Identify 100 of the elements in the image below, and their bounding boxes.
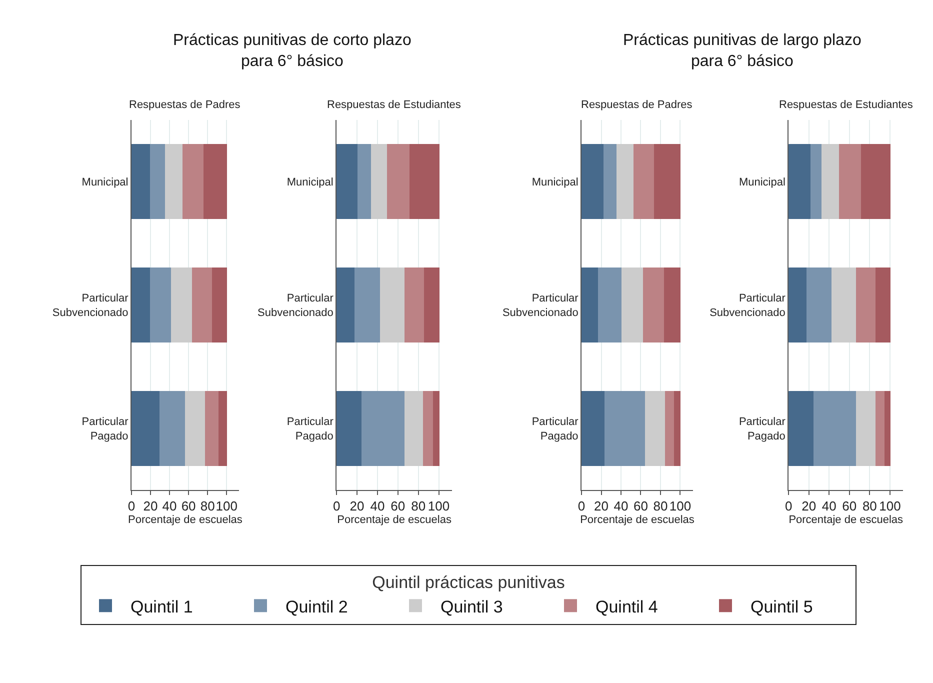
x-tick-label: 100: [669, 498, 692, 514]
y-tick-label: Particular Subvencionado: [258, 292, 334, 319]
bar: [806, 268, 833, 342]
bar: [131, 268, 151, 342]
bar: [150, 144, 166, 220]
bar: [822, 144, 840, 220]
bar: [645, 390, 666, 466]
bar: [185, 390, 206, 466]
bar: [633, 144, 656, 220]
bar: [354, 268, 382, 342]
bar: [192, 268, 213, 342]
x-tick-label: 0: [785, 498, 792, 514]
x-tick-label: 20: [143, 498, 158, 514]
bar: [884, 390, 890, 466]
bar: [788, 268, 808, 342]
bar: [875, 268, 890, 342]
bar: [810, 144, 823, 220]
legend-label: Quintil 1: [130, 597, 193, 616]
bar: [664, 390, 675, 466]
bar: [654, 144, 681, 220]
bar: [370, 144, 388, 220]
x-tick-label: 20: [594, 498, 608, 514]
x-tick-label: 40: [822, 498, 836, 514]
bar: [131, 390, 160, 466]
bar: [170, 268, 193, 342]
y-tick-label: Particular Pagado: [82, 416, 129, 442]
bar: [131, 144, 151, 220]
x-axis-title: Porcentaje de escuelas: [337, 514, 452, 526]
bar: [856, 268, 876, 342]
bar: [336, 268, 356, 342]
bar: [404, 268, 425, 342]
x-tick-label: 60: [842, 498, 857, 514]
chart-title: Respuestas de Padres: [581, 99, 693, 111]
y-tick-label: Particular Pagado: [286, 416, 334, 442]
x-tick-label: 60: [181, 498, 196, 514]
bar: [160, 390, 186, 466]
bar: [604, 144, 618, 220]
y-tick-label: Particular Subvencionado: [52, 292, 129, 319]
bar: [205, 390, 220, 466]
bar: [861, 144, 890, 220]
x-tick-label: 0: [332, 498, 340, 514]
y-tick-label: Municipal: [286, 176, 334, 189]
bar: [212, 268, 228, 342]
chart-title: Respuestas de Estudiantes: [779, 99, 914, 111]
bar: [404, 390, 424, 466]
bar: [832, 268, 858, 342]
x-tick-label: 80: [200, 498, 215, 514]
y-tick-label: Particular Subvencionado: [502, 292, 579, 319]
bar: [358, 144, 372, 220]
bar: [813, 390, 858, 466]
bar: [336, 390, 363, 466]
x-tick-label: 60: [633, 498, 648, 514]
x-tick-label: 0: [578, 498, 586, 514]
bar: [380, 268, 406, 342]
bar: [856, 390, 876, 466]
chart-title: Respuestas de Padres: [129, 99, 241, 111]
y-tick-label: Particular Pagado: [738, 416, 786, 442]
y-tick-label: Municipal: [82, 176, 128, 189]
x-tick-label: 20: [802, 498, 816, 514]
y-tick-label: Municipal: [738, 176, 786, 189]
bar: [616, 144, 634, 220]
legend-label: Quintil 3: [440, 597, 503, 616]
text: Prácticas punitivas de corto plazo para 6° básico: [173, 32, 412, 70]
bar: [362, 390, 406, 466]
bar: [336, 144, 359, 220]
x-tick-label: 40: [162, 498, 177, 514]
legend-label: Quintil 5: [750, 597, 813, 616]
x-axis-title: Porcentaje de escuelas: [788, 514, 904, 526]
bar: [582, 390, 606, 466]
bar: [182, 144, 204, 220]
x-tick-label: 100: [879, 498, 901, 514]
bar: [150, 268, 172, 342]
bar: [424, 268, 440, 342]
legend-label: Quintil 2: [286, 597, 348, 616]
bar: [598, 268, 622, 342]
x-tick-label: 100: [216, 498, 238, 514]
y-tick-label: Particular Pagado: [532, 416, 579, 442]
x-tick-label: 80: [862, 498, 877, 514]
x-tick-label: 20: [350, 498, 364, 514]
bar: [582, 268, 599, 342]
bar: [838, 144, 862, 220]
bar: [674, 390, 681, 466]
bar: [788, 144, 812, 220]
bar: [664, 268, 681, 342]
legend-title: Quintil prácticas punitivas: [372, 573, 565, 592]
bar: [218, 390, 228, 466]
bar: [582, 144, 605, 220]
x-tick-label: 80: [653, 498, 668, 514]
x-tick-label: 100: [428, 498, 450, 514]
legend-label: Quintil 4: [596, 597, 658, 616]
y-tick-label: Municipal: [532, 176, 578, 189]
bar: [410, 144, 440, 220]
x-tick-label: 40: [370, 498, 385, 514]
bar: [621, 268, 644, 342]
x-tick-label: 40: [614, 498, 628, 514]
x-tick-label: 0: [128, 498, 136, 514]
bar: [203, 144, 228, 220]
x-axis-title: Porcentaje de escuelas: [580, 514, 695, 526]
bar: [643, 268, 665, 342]
x-tick-label: 80: [411, 498, 426, 514]
